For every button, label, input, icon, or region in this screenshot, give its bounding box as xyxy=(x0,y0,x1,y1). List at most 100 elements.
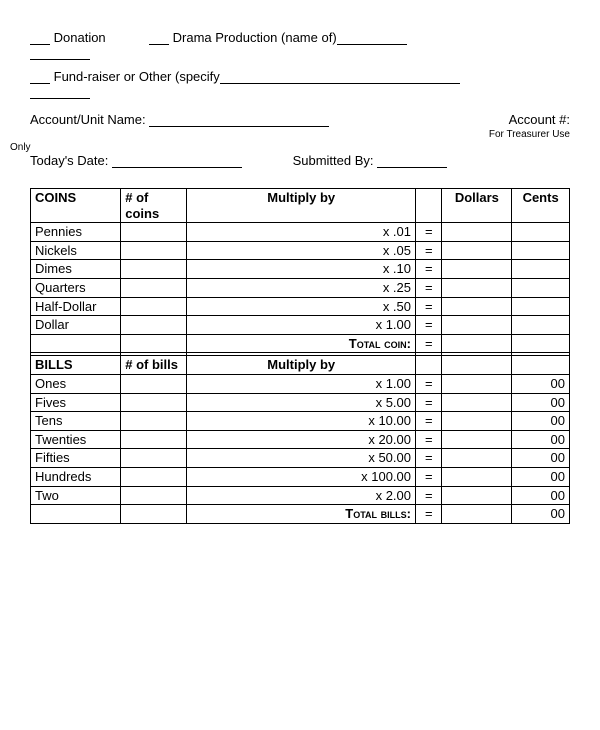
total-bills-dollars[interactable] xyxy=(442,505,512,524)
bill-cents-cell: 00 xyxy=(512,486,570,505)
coin-dollar-cell[interactable] xyxy=(442,223,512,242)
total-coin-cents[interactable] xyxy=(512,334,570,353)
coin-count-cell[interactable] xyxy=(121,241,187,260)
continuation-blank-2[interactable] xyxy=(30,86,90,99)
coins-header: COINS xyxy=(31,189,121,223)
only-label: Only xyxy=(10,142,570,153)
bill-dollar-cell[interactable] xyxy=(442,467,512,486)
drama-name-blank[interactable] xyxy=(337,32,407,45)
bill-dollar-cell[interactable] xyxy=(442,449,512,468)
bill-name: Fives xyxy=(31,393,121,412)
coin-name: Nickels xyxy=(31,241,121,260)
bill-count-cell[interactable] xyxy=(121,449,187,468)
coin-eq: = xyxy=(416,316,442,335)
coin-dollar-cell[interactable] xyxy=(442,297,512,316)
bill-cents-cell: 00 xyxy=(512,430,570,449)
cents-header: Cents xyxy=(512,189,570,223)
coin-cents-cell[interactable] xyxy=(512,316,570,335)
bills-count-header: # of bills xyxy=(121,356,187,375)
fundraiser-check-blank[interactable] xyxy=(30,71,50,84)
total-bills-eq: = xyxy=(416,505,442,524)
coin-count-cell[interactable] xyxy=(121,278,187,297)
bill-count-cell[interactable] xyxy=(121,430,187,449)
coin-mult: x .25 xyxy=(187,278,416,297)
coin-mult: x .05 xyxy=(187,241,416,260)
coin-eq: = xyxy=(416,278,442,297)
bill-name: Hundreds xyxy=(31,467,121,486)
coin-eq: = xyxy=(416,241,442,260)
bill-mult: x 2.00 xyxy=(187,486,416,505)
bill-dollar-cell[interactable] xyxy=(442,486,512,505)
coin-name: Dollar xyxy=(31,316,121,335)
coin-cents-cell[interactable] xyxy=(512,260,570,279)
bill-cents-cell: 00 xyxy=(512,412,570,431)
bill-mult: x 10.00 xyxy=(187,412,416,431)
bill-name: Two xyxy=(31,486,121,505)
bill-eq: = xyxy=(416,393,442,412)
coins-eq-header xyxy=(416,189,442,223)
date-label: Today's Date: xyxy=(30,153,108,168)
bill-dollar-cell[interactable] xyxy=(442,430,512,449)
bill-cents-cell: 00 xyxy=(512,449,570,468)
account-name-blank[interactable] xyxy=(149,114,329,127)
coin-count-cell[interactable] xyxy=(121,297,187,316)
coin-mult: x 1.00 xyxy=(187,316,416,335)
bill-mult: x 20.00 xyxy=(187,430,416,449)
bill-mult: x 100.00 xyxy=(187,467,416,486)
coin-mult: x .50 xyxy=(187,297,416,316)
drama-check-blank[interactable] xyxy=(149,32,169,45)
bill-eq: = xyxy=(416,374,442,393)
total-coin-label: Total coin: xyxy=(187,334,416,353)
coin-name: Half-Dollar xyxy=(31,297,121,316)
bill-mult: x 1.00 xyxy=(187,374,416,393)
bill-cents-cell: 00 xyxy=(512,374,570,393)
bill-eq: = xyxy=(416,430,442,449)
coin-cents-cell[interactable] xyxy=(512,278,570,297)
date-blank[interactable] xyxy=(112,155,242,168)
bill-count-cell[interactable] xyxy=(121,486,187,505)
coins-mult-header: Multiply by xyxy=(187,189,416,223)
coin-eq: = xyxy=(416,260,442,279)
coin-cents-cell[interactable] xyxy=(512,241,570,260)
bill-eq: = xyxy=(416,412,442,431)
coin-count-cell[interactable] xyxy=(121,316,187,335)
bill-eq: = xyxy=(416,486,442,505)
coin-name: Dimes xyxy=(31,260,121,279)
bill-dollar-cell[interactable] xyxy=(442,412,512,431)
bill-count-cell[interactable] xyxy=(121,374,187,393)
account-num-label: Account #: xyxy=(509,112,570,127)
coins-count-header: # of coins xyxy=(121,189,187,223)
bill-mult: x 50.00 xyxy=(187,449,416,468)
submitted-blank[interactable] xyxy=(377,155,447,168)
coin-dollar-cell[interactable] xyxy=(442,241,512,260)
coin-count-cell[interactable] xyxy=(121,260,187,279)
bill-name: Twenties xyxy=(31,430,121,449)
total-coin-dollars[interactable] xyxy=(442,334,512,353)
coin-dollar-cell[interactable] xyxy=(442,260,512,279)
coin-mult: x .10 xyxy=(187,260,416,279)
coin-cents-cell[interactable] xyxy=(512,223,570,242)
drama-label: Drama Production (name of) xyxy=(173,30,337,45)
bill-name: Tens xyxy=(31,412,121,431)
donation-label: Donation xyxy=(54,30,106,45)
bill-eq: = xyxy=(416,449,442,468)
coin-count-cell[interactable] xyxy=(121,223,187,242)
bill-dollar-cell[interactable] xyxy=(442,393,512,412)
bills-mult-header: Multiply by xyxy=(187,356,416,375)
coin-cents-cell[interactable] xyxy=(512,297,570,316)
bill-count-cell[interactable] xyxy=(121,467,187,486)
bill-mult: x 5.00 xyxy=(187,393,416,412)
coin-dollar-cell[interactable] xyxy=(442,278,512,297)
bill-dollar-cell[interactable] xyxy=(442,374,512,393)
bill-count-cell[interactable] xyxy=(121,412,187,431)
coin-mult: x .01 xyxy=(187,223,416,242)
counts-table: COINS # of coins Multiply by Dollars Cen… xyxy=(30,188,570,524)
form-header: Donation Drama Production (name of) Fund… xyxy=(30,30,570,168)
donation-check-blank[interactable] xyxy=(30,32,50,45)
coin-dollar-cell[interactable] xyxy=(442,316,512,335)
submitted-label: Submitted By: xyxy=(293,153,374,168)
continuation-blank-1[interactable] xyxy=(30,47,90,60)
coin-name: Pennies xyxy=(31,223,121,242)
fundraiser-specify-blank[interactable] xyxy=(220,71,460,84)
bill-count-cell[interactable] xyxy=(121,393,187,412)
